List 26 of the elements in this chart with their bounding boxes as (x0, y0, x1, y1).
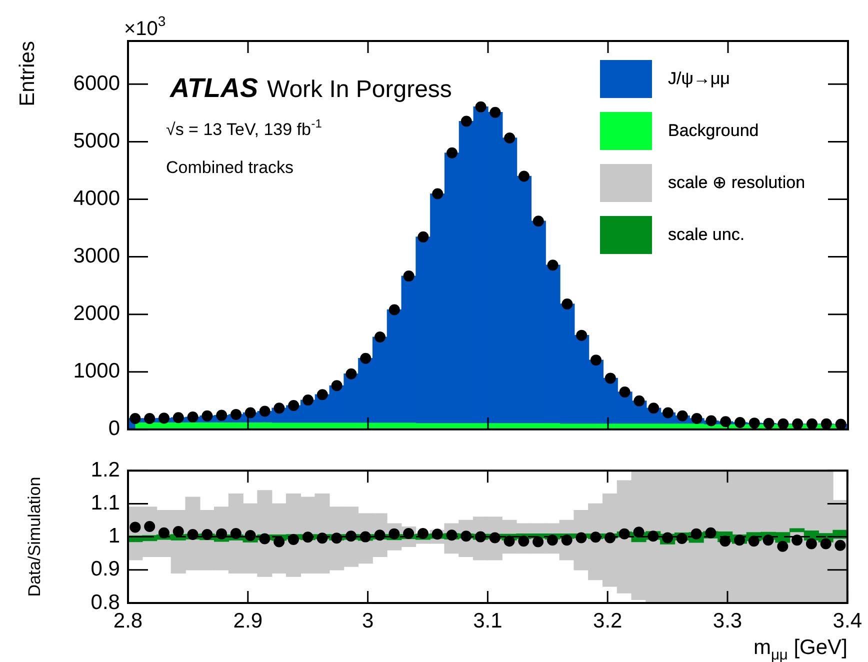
legend-label: J/ψ→μμ (668, 69, 730, 89)
y-tick-label: 2000 (73, 302, 120, 326)
legend-label: scale ⊕ resolution (668, 173, 806, 193)
x-tick-label: 3 (362, 609, 374, 632)
legend-label: scale unc. (668, 225, 745, 245)
y-tick-label: 1000 (73, 360, 120, 383)
y-axis-title: Entries (16, 41, 39, 106)
legend-label: Background (668, 121, 759, 141)
y-tick-label: 1.1 (90, 491, 120, 514)
annotation: Work In Porgress (266, 76, 452, 103)
x-tick-label: 3.2 (593, 609, 622, 632)
y-axis-title: Data/Simulation (25, 476, 44, 597)
y-tick-label: 6000 (73, 72, 120, 95)
annotation: Combined tracks (166, 158, 294, 177)
x-tick-label: 2.9 (233, 609, 262, 632)
x-tick-label: 3.3 (712, 609, 742, 632)
x-tick-label: 3.4 (832, 609, 862, 632)
y-tick-label: 1.2 (90, 458, 120, 482)
y-tick-label: 3000 (73, 244, 120, 268)
x-tick-label: 3.1 (473, 609, 502, 632)
y-tick-label: 0 (108, 417, 120, 440)
annotation: ATLAS (169, 73, 258, 103)
y-tick-label: 5000 (73, 129, 120, 152)
y-tick-label: 1 (108, 524, 120, 548)
y-tick-label: 0.9 (90, 558, 120, 581)
y-tick-label: 4000 (73, 187, 120, 210)
